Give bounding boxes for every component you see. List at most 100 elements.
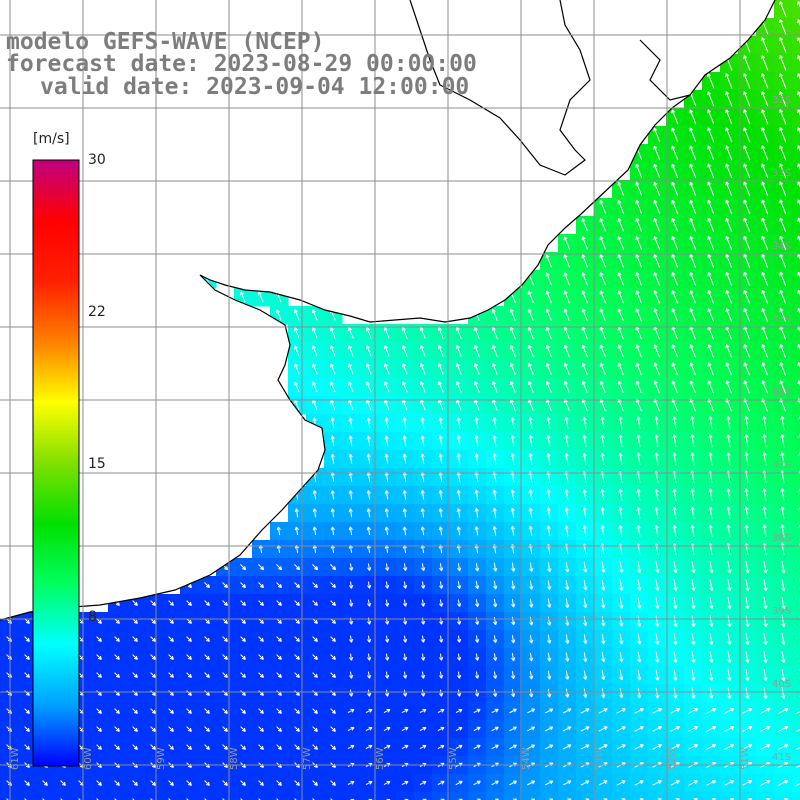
wind-arrow: [222, 744, 228, 750]
wind-arrow: [385, 581, 390, 589]
wind-arrow: [365, 345, 372, 357]
wind-cell: [792, 216, 800, 235]
wind-arrow: [527, 708, 536, 714]
wind-arrow: [671, 344, 678, 358]
wind-arrow: [725, 91, 733, 107]
wind-arrow: [689, 109, 697, 125]
wind-arrow: [761, 163, 769, 179]
wind-cell: [792, 234, 800, 253]
wind-cell: [792, 540, 800, 559]
wind-arrow: [349, 563, 354, 571]
wind-arrow: [402, 526, 407, 536]
wind-arrow: [741, 707, 753, 714]
wind-arrow: [258, 582, 264, 588]
wind-arrow: [709, 561, 714, 574]
wind-arrow: [653, 217, 661, 232]
wind-arrow: [312, 381, 318, 393]
latitude-labels: 32S 33S 34S 35S 36S 37S 38S 39S 40S 41S: [772, 95, 791, 763]
wind-arrow: [652, 780, 662, 786]
wind-arrow: [619, 579, 624, 591]
wind-arrow: [581, 290, 588, 304]
wind-arrow: [745, 687, 750, 699]
wind-cell: [792, 198, 800, 217]
wind-cell: [108, 792, 127, 800]
wind-arrow: [655, 651, 660, 663]
wind-arrow: [186, 654, 192, 660]
wind-cell: [162, 792, 181, 800]
wind-cell: [288, 792, 307, 800]
wind-arrow: [580, 780, 590, 786]
wind-arrow: [348, 599, 354, 607]
wind-cell: [792, 666, 800, 685]
wind-arrow: [724, 780, 734, 786]
wind-arrow: [652, 726, 662, 732]
wind-arrow: [240, 744, 246, 750]
wind-arrow: [347, 708, 355, 713]
wind-arrow: [420, 671, 426, 679]
wind-arrow: [222, 636, 228, 642]
wind-arrow: [348, 490, 353, 500]
wind-arrow: [24, 654, 30, 660]
wind-arrow: [257, 291, 264, 303]
wind-arrow: [583, 579, 588, 591]
wind-arrow: [240, 798, 245, 800]
wind-cell: [792, 126, 800, 145]
wind-cell: [792, 612, 800, 631]
wind-arrow: [564, 434, 569, 447]
wind-arrow: [563, 308, 570, 322]
wind-arrow: [743, 91, 751, 107]
wind-arrow: [419, 345, 426, 357]
wind-arrow: [707, 380, 714, 394]
wind-arrow: [708, 416, 713, 430]
wind-arrow: [761, 127, 769, 143]
wind-arrow: [601, 670, 606, 681]
wind-arrow: [24, 744, 30, 750]
wind-arrow: [366, 689, 372, 697]
lat-label: 34S: [772, 241, 791, 252]
wind-cell: [180, 792, 199, 800]
wind-arrow: [779, 217, 787, 233]
wind-arrow: [491, 780, 499, 786]
wind-arrow: [401, 363, 408, 375]
wind-arrow: [330, 582, 336, 588]
wind-arrow: [384, 526, 389, 536]
wind-arrow: [330, 600, 336, 606]
wind-arrow: [509, 780, 517, 786]
wind-arrow: [240, 582, 246, 588]
wind-arrow: [636, 525, 641, 537]
wind-arrow: [617, 254, 625, 268]
wind-arrow: [779, 344, 787, 358]
wind-arrow: [222, 726, 228, 732]
wind-arrow: [276, 690, 282, 696]
wind-arrow: [204, 726, 210, 732]
wind-arrow: [330, 654, 336, 660]
wind-arrow: [781, 560, 786, 574]
wind-arrow: [779, 1, 787, 17]
wind-arrow: [547, 616, 552, 626]
wind-cell: [792, 792, 800, 800]
wind-arrow: [762, 452, 767, 466]
wind-arrow: [258, 636, 264, 642]
wind-arrow: [689, 199, 697, 215]
wind-arrow: [114, 726, 120, 732]
wind-cell: [792, 486, 800, 505]
wind-arrow: [348, 363, 354, 375]
wind-arrow: [275, 309, 282, 321]
wind-arrow: [457, 599, 462, 607]
wind-arrow: [672, 416, 677, 430]
wind-arrow: [493, 599, 498, 608]
wind-arrow: [545, 290, 552, 304]
wind-arrow: [780, 452, 785, 466]
wind-arrow: [403, 563, 408, 571]
wind-arrow: [744, 434, 749, 448]
wind-arrow: [617, 308, 624, 322]
wind-arrow: [401, 345, 408, 357]
wind-arrow: [672, 434, 677, 448]
wind-arrow: [725, 109, 733, 125]
wind-arrow: [132, 780, 138, 786]
wind-arrow: [240, 636, 246, 642]
wind-arrow: [636, 452, 641, 466]
wind-arrow: [671, 127, 679, 143]
wind-arrow: [744, 506, 749, 520]
wind-arrow: [222, 708, 228, 714]
